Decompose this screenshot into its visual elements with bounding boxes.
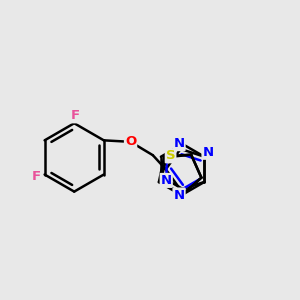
Text: F: F: [32, 169, 41, 182]
Text: S: S: [166, 149, 175, 162]
Text: F: F: [71, 109, 80, 122]
Text: N: N: [173, 188, 184, 202]
Text: N: N: [161, 174, 172, 187]
Text: N: N: [173, 137, 184, 150]
Text: O: O: [125, 135, 136, 148]
Text: N: N: [202, 146, 214, 159]
